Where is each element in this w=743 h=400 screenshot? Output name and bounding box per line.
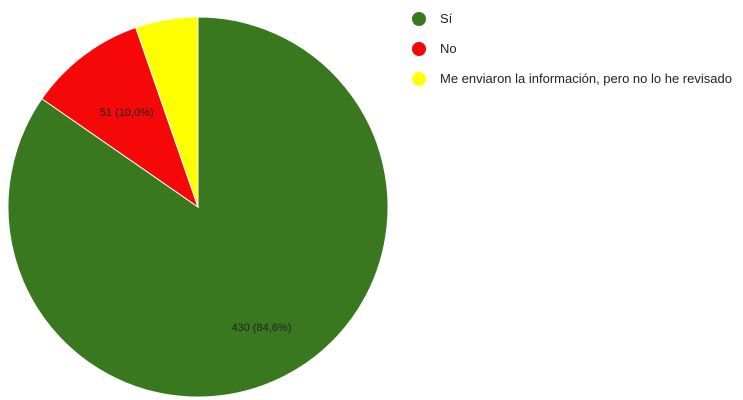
legend-swatch-si-icon [412,12,426,26]
legend-swatch-not-reviewed-icon [412,72,426,86]
legend-label-no: No [440,41,457,56]
legend-item-no[interactable]: No [412,42,737,56]
pie-label-si: 430 (84,6%) [231,322,291,334]
chart-legend: Sí No Me enviaron la información, pero n… [412,12,737,86]
pie-slice-no[interactable] [41,26,199,209]
legend-swatch-no-icon [412,42,426,56]
legend-label-not-reviewed: Me enviaron la información, pero no lo h… [440,71,732,86]
pie-label-no: 51 (10,0%) [100,107,154,119]
legend-item-si[interactable]: Sí [412,12,737,26]
legend-item-not-reviewed[interactable]: Me enviaron la información, pero no lo h… [412,72,737,86]
legend-label-si: Sí [440,11,453,26]
pie-slice-not-reviewed[interactable] [135,16,199,208]
